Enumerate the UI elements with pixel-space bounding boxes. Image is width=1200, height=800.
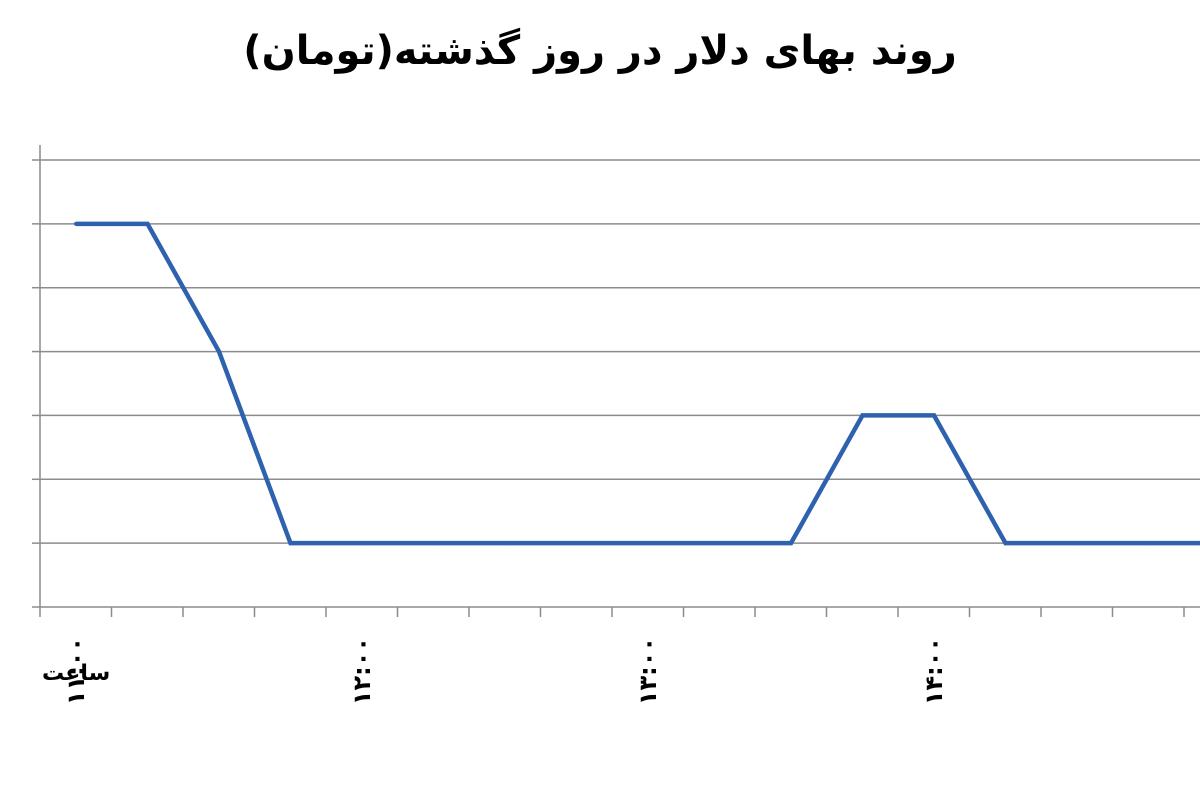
data-point	[1003, 541, 1008, 546]
axes	[32, 145, 1200, 608]
chart-title: روند بهای دلار در روز گذشته(تومان)	[243, 28, 957, 74]
series-layer	[74, 221, 1200, 546]
data-point	[789, 541, 793, 546]
data-point	[74, 221, 78, 226]
data-point	[431, 541, 436, 546]
series-line	[76, 221, 1200, 546]
x-tick-label: ۱۳:۰۰	[634, 637, 662, 705]
x-tick-marks	[39, 607, 1185, 617]
data-point	[860, 413, 865, 418]
data-point	[145, 221, 150, 226]
data-point	[1075, 541, 1079, 546]
data-point	[717, 541, 722, 546]
data-point	[574, 541, 579, 546]
data-point	[646, 541, 650, 546]
x-axis-label: ساعت	[42, 661, 110, 686]
x-tick-label: ۱۲:۰۰	[348, 637, 376, 705]
x-tick-label: ۱۱:۰۰	[62, 637, 90, 705]
x-tick-label: ۱۴:۰۰	[920, 637, 948, 705]
data-point	[1146, 541, 1151, 546]
data-point	[360, 541, 364, 546]
data-point	[288, 541, 293, 546]
data-point	[503, 541, 507, 546]
data-point	[932, 413, 936, 418]
data-point	[217, 349, 221, 354]
gridlines	[40, 159, 1200, 544]
